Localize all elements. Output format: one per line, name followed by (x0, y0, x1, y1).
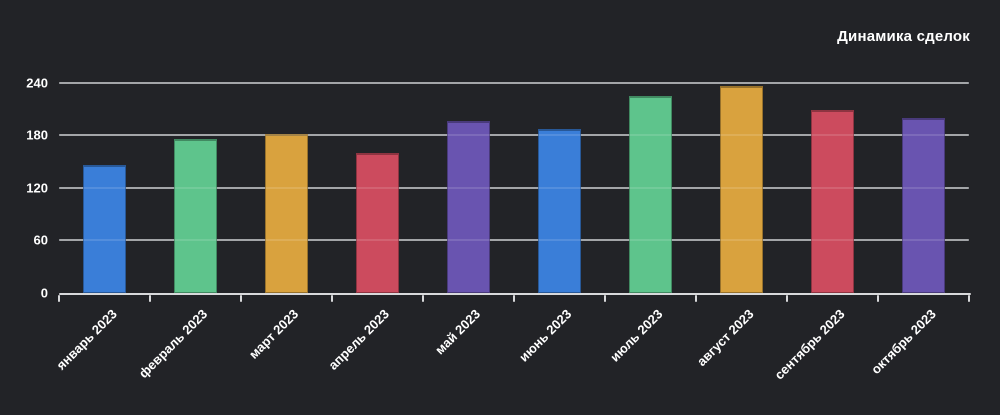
x-axis-tick (331, 295, 333, 302)
bar[interactable] (629, 95, 672, 293)
y-axis-tick-label: 60 (33, 232, 48, 248)
y-axis-tick-label: 180 (26, 127, 48, 143)
x-axis-tick (149, 295, 151, 302)
x-axis-tick (513, 295, 515, 302)
x-axis-tick (58, 295, 60, 302)
y-axis-tick-label: 0 (40, 285, 48, 301)
x-axis-label-text: октябрь 2023 (867, 306, 939, 377)
x-axis-tick (604, 295, 606, 302)
x-axis-tick (422, 295, 424, 302)
x-axis-tick (786, 295, 788, 302)
x-axis-label-text: апрель 2023 (325, 306, 393, 373)
x-axis-tick (695, 295, 697, 302)
x-axis-label-text: март 2023 (246, 306, 302, 362)
bar[interactable] (720, 86, 763, 293)
bar[interactable] (447, 121, 490, 293)
x-axis-label-text: сентябрь 2023 (771, 306, 848, 383)
x-axis-tick (240, 295, 242, 302)
y-axis-tick-label: 120 (26, 180, 48, 196)
x-axis-label-text: июнь 2023 (516, 306, 575, 365)
bar[interactable] (902, 117, 945, 293)
x-axis-label-text: июль 2023 (607, 306, 666, 365)
x-axis-label-text: август 2023 (693, 306, 757, 369)
x-axis-line (59, 293, 971, 295)
x-axis-label-text: февраль 2023 (135, 306, 211, 381)
bar[interactable] (174, 138, 217, 293)
bar[interactable] (356, 152, 399, 293)
y-axis-tick-label: 240 (26, 75, 48, 90)
gridline (59, 186, 969, 189)
gridline (59, 239, 969, 242)
bar[interactable] (811, 109, 854, 293)
bar[interactable] (538, 128, 581, 293)
bar[interactable] (265, 134, 308, 293)
bar[interactable] (83, 164, 126, 293)
x-axis-tick (968, 295, 970, 302)
x-axis-label-text: май 2023 (432, 306, 484, 358)
x-axis-label-text: январь 2023 (52, 306, 120, 373)
chart-title: Динамика сделок (837, 28, 970, 45)
gridline (59, 134, 969, 137)
gridline (59, 81, 969, 84)
x-axis-tick (877, 295, 879, 302)
